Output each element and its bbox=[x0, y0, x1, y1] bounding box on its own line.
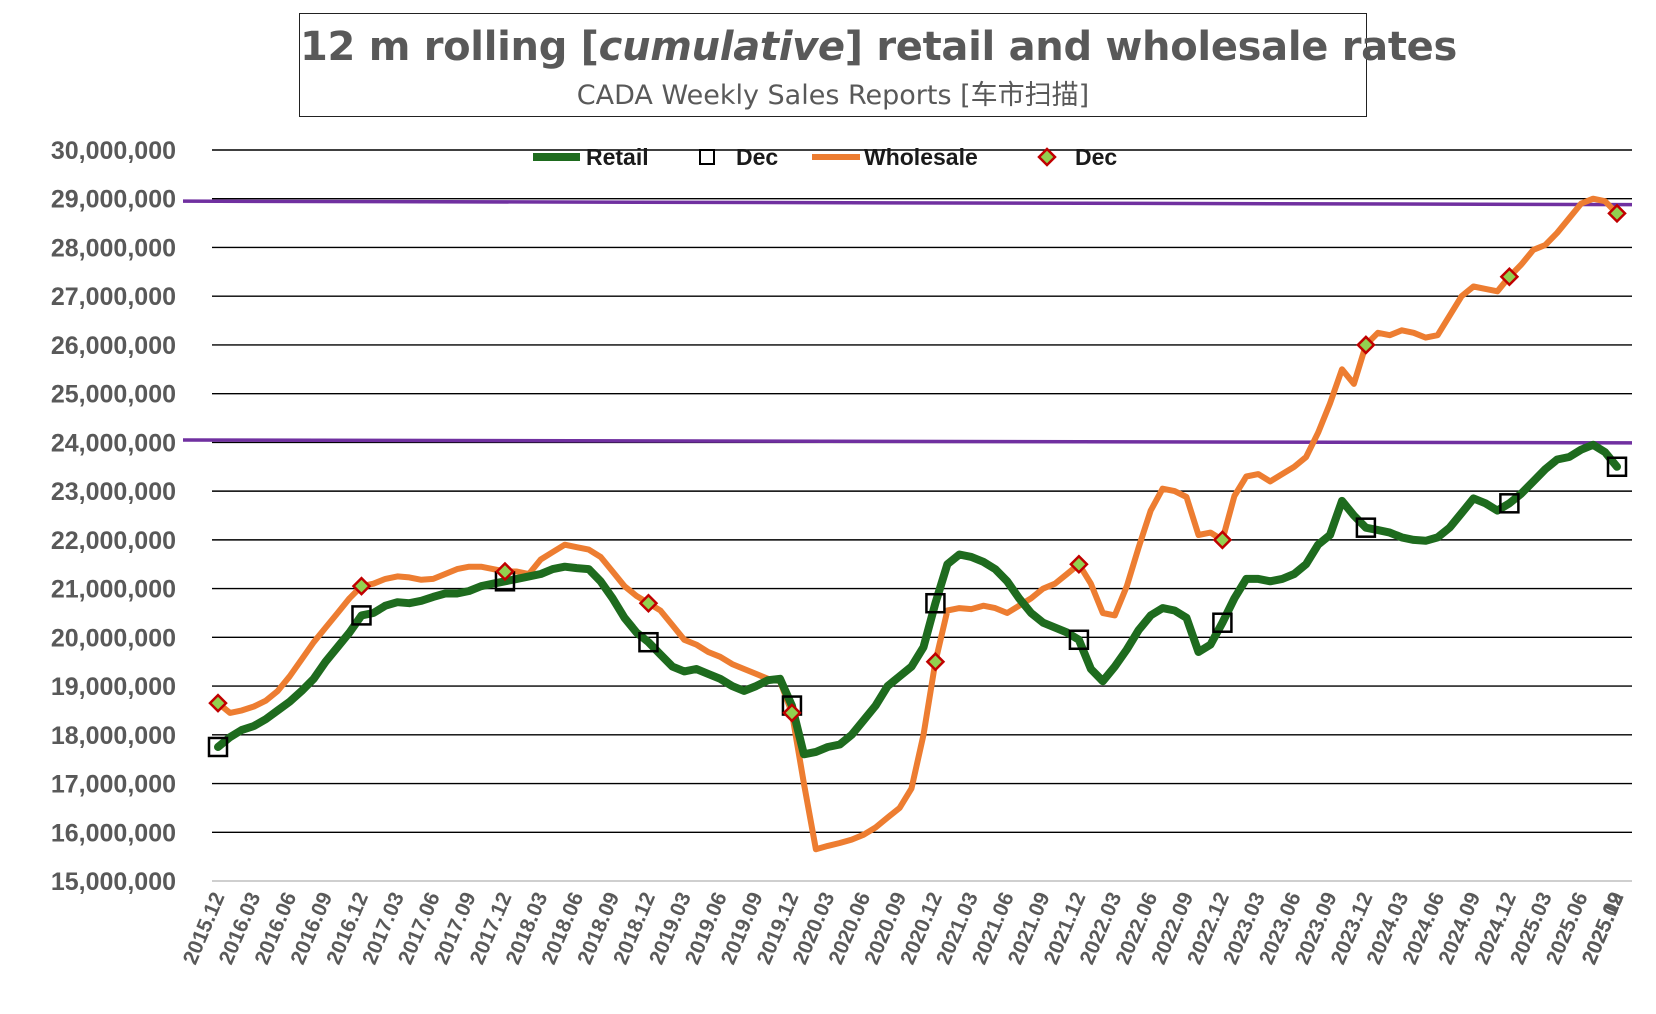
wholesale-dec-marker bbox=[1499, 266, 1520, 287]
y-tick-label: 26,000,000 bbox=[51, 332, 176, 360]
chart-title-suffix: ] retail and wholesale rates bbox=[844, 24, 1458, 70]
retail-series-line bbox=[214, 440, 1621, 759]
legend-wholesale-label: Wholesale bbox=[864, 144, 978, 170]
y-tick-label: 29,000,000 bbox=[51, 186, 176, 214]
y-tick-label: 25,000,000 bbox=[51, 381, 176, 409]
retail-dec-marker bbox=[1606, 456, 1628, 478]
reference-line bbox=[182, 199, 1633, 207]
reference-lines bbox=[182, 199, 1633, 445]
gridlines bbox=[212, 149, 1632, 882]
chart-title-prefix: 12 m rolling [ bbox=[300, 24, 599, 70]
wholesale-dec-marker bbox=[208, 693, 228, 713]
y-tick-label: 18,000,000 bbox=[51, 722, 176, 750]
legend-dec-label-2: Dec bbox=[1075, 144, 1117, 170]
legend-retail-label: Retail bbox=[586, 144, 649, 170]
chart-title: 12 m rolling [cumulative] retail and who… bbox=[300, 24, 1457, 70]
retail-dec-marker bbox=[1499, 493, 1520, 514]
y-tick-label: 17,000,000 bbox=[51, 771, 176, 799]
y-tick-label: 20,000,000 bbox=[51, 624, 176, 652]
wholesale-dec-marker bbox=[925, 651, 946, 672]
legend-dec-label-1: Dec bbox=[736, 144, 778, 170]
y-tick-label: 15,000,000 bbox=[51, 868, 176, 896]
legend-dec-square bbox=[699, 149, 715, 165]
retail-dec-marker bbox=[207, 736, 229, 758]
chart-title-italic: cumulative bbox=[598, 24, 845, 70]
y-tick-label: 30,000,000 bbox=[51, 137, 176, 165]
wholesale-dec-marker bbox=[495, 561, 515, 582]
y-tick-label: 28,000,000 bbox=[51, 234, 176, 262]
y-tick-label: 22,000,000 bbox=[51, 527, 176, 555]
wholesale-dec-marker bbox=[1212, 530, 1233, 550]
chart-subtitle: CADA Weekly Sales Reports [车市扫描] bbox=[576, 80, 1090, 111]
y-tick-label: 27,000,000 bbox=[51, 283, 176, 311]
wholesale-dec-marker bbox=[638, 593, 659, 613]
x-axis: 2015.122016.032016.062016.092016.122017.… bbox=[179, 889, 1629, 968]
y-tick-label: 24,000,000 bbox=[51, 429, 176, 457]
reference-line bbox=[182, 438, 1633, 445]
legend-dec-diamond bbox=[1037, 147, 1057, 167]
y-tick-label: 19,000,000 bbox=[51, 673, 176, 701]
y-tick-label: 23,000,000 bbox=[51, 478, 176, 506]
series-lines bbox=[214, 195, 1621, 853]
wholesale-dec-marker bbox=[1607, 203, 1627, 224]
legend: Retail Dec Wholesale Dec bbox=[533, 144, 1117, 170]
y-tick-label: 16,000,000 bbox=[51, 819, 176, 847]
wholesale-dec-marker bbox=[782, 703, 802, 723]
y-tick-label: 21,000,000 bbox=[51, 576, 176, 604]
wholesale-dec-marker bbox=[1356, 335, 1376, 355]
y-axis: 15,000,000 16,000,000 17,000,000 18,000,000… bbox=[51, 137, 176, 896]
wholesale-dec-marker bbox=[351, 576, 372, 596]
retail-dec-marker bbox=[925, 592, 946, 614]
retail-dec-marker bbox=[1355, 517, 1377, 538]
dec-markers bbox=[207, 203, 1628, 758]
chart-title-box: 12 m rolling [cumulative] retail and who… bbox=[299, 13, 1457, 117]
wholesale-series-line bbox=[215, 195, 1620, 853]
retail-dec-marker bbox=[351, 605, 372, 626]
retail-dec-marker bbox=[638, 631, 659, 653]
wholesale-dec-marker bbox=[1069, 554, 1089, 575]
retail-dec-marker bbox=[1212, 612, 1233, 633]
retail-dec-marker bbox=[1068, 629, 1090, 651]
